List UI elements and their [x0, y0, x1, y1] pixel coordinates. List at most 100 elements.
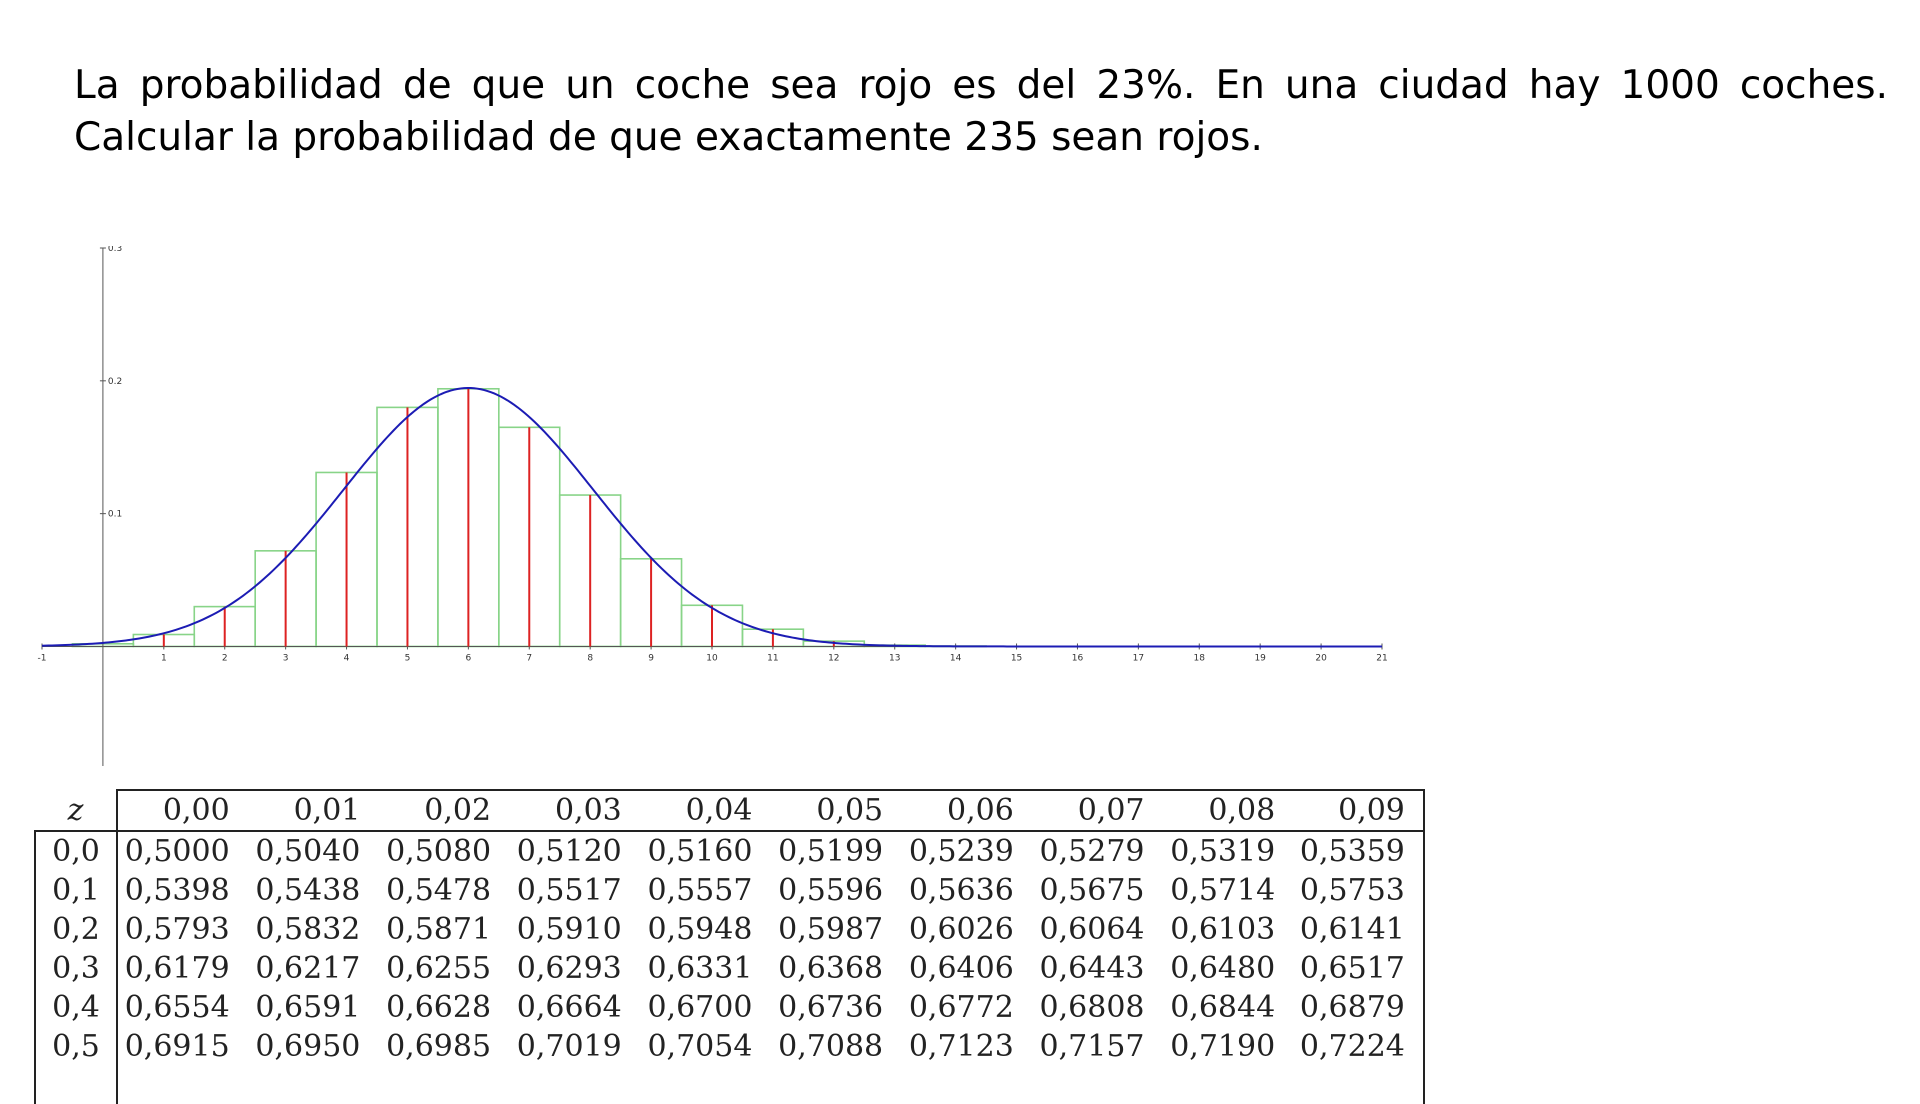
z-table-cell: 0,5160 [640, 831, 771, 871]
z-table-cell: 0,6141 [1293, 910, 1424, 949]
z-table-cell: 0,6879 [1293, 988, 1424, 1027]
z-table-cell: 0,5359 [1293, 831, 1424, 871]
z-table-cell: 0,7123 [901, 1027, 1032, 1066]
z-table-cell: 0,7224 [1293, 1027, 1424, 1066]
z-table-cell: 0,6664 [509, 988, 640, 1027]
z-table-cell: 0,6255 [378, 949, 509, 988]
z-table-cell: 0,5279 [1032, 831, 1163, 871]
z-table-cell: 0,5793 [117, 910, 248, 949]
z-table-cell: 0,6103 [1163, 910, 1294, 949]
z-table-cell: 0,5199 [770, 831, 901, 871]
z-table-cell: 0,6406 [901, 949, 1032, 988]
z-table-column-header: 0,06 [901, 790, 1032, 831]
x-tick-label: -1 [38, 653, 47, 663]
x-tick-label: 16 [1072, 653, 1084, 663]
z-table-cell: 0,7088 [770, 1027, 901, 1066]
z-table-cell: 0,6950 [248, 1027, 379, 1066]
z-table-cell: 0,5714 [1163, 871, 1294, 910]
x-tick-label: 10 [706, 653, 718, 663]
x-tick-label: 6 [465, 653, 471, 663]
y-tick-label: 0.1 [108, 510, 122, 520]
z-table-cell: 0,5517 [509, 871, 640, 910]
z-table-cell: 0,5910 [509, 910, 640, 949]
y-tick-label: 0.2 [108, 377, 122, 387]
x-tick-label: 14 [950, 653, 962, 663]
z-table-cell: 0,6808 [1032, 988, 1163, 1027]
z-table-cell: 0,6915 [117, 1027, 248, 1066]
z-table-cell: 0,6331 [640, 949, 771, 988]
z-table-continuation-row [35, 1066, 1424, 1104]
x-tick-label: 21 [1376, 653, 1387, 663]
z-table-cell: 0,5080 [378, 831, 509, 871]
x-tick-label: 2 [222, 653, 228, 663]
z-table-cell: 0,6368 [770, 949, 901, 988]
z-table-cell: 0,6554 [117, 988, 248, 1027]
z-table-cell: 0,5040 [248, 831, 379, 871]
z-table-row-header: 0,1 [35, 871, 117, 910]
z-column-label: z [35, 790, 117, 831]
z-table-cell: 0,6480 [1163, 949, 1294, 988]
z-table-cell: 0,5596 [770, 871, 901, 910]
z-table-column-header: 0,05 [770, 790, 901, 831]
z-table-cell: 0,5557 [640, 871, 771, 910]
problem-statement: La probabilidad de que un coche sea rojo… [74, 60, 1888, 164]
z-table-cell: 0,5438 [248, 871, 379, 910]
z-table-row-header: 0,4 [35, 988, 117, 1027]
z-table-cell: 0,6736 [770, 988, 901, 1027]
x-tick-label: 7 [526, 653, 532, 663]
z-table-cell: 0,5398 [117, 871, 248, 910]
x-tick-label: 20 [1315, 653, 1327, 663]
z-table-cell: 0,6517 [1293, 949, 1424, 988]
z-table-cell: 0,7019 [509, 1027, 640, 1066]
z-table-column-header: 0,07 [1032, 790, 1163, 831]
x-tick-label: 1 [161, 653, 167, 663]
z-table-cell: 0,5636 [901, 871, 1032, 910]
x-tick-label: 5 [405, 653, 411, 663]
x-tick-label: 9 [648, 653, 654, 663]
z-table-column-header: 0,08 [1163, 790, 1294, 831]
z-table-cell: 0,5832 [248, 910, 379, 949]
z-table-column-header: 0,09 [1293, 790, 1424, 831]
z-table-cell: 0,5239 [901, 831, 1032, 871]
z-table-cell: 0,5753 [1293, 871, 1424, 910]
z-table-cell: 0,7190 [1163, 1027, 1294, 1066]
z-table-cell: 0,6772 [901, 988, 1032, 1027]
x-tick-label: 11 [767, 653, 778, 663]
z-table-column-header: 0,01 [248, 790, 379, 831]
z-table-cell: 0,6179 [117, 949, 248, 988]
z-table-cell: 0,6026 [901, 910, 1032, 949]
z-table-column-header: 0,03 [509, 790, 640, 831]
x-tick-label: 19 [1254, 653, 1266, 663]
z-table-cell: 0,6591 [248, 988, 379, 1027]
z-table-cell: 0,6700 [640, 988, 771, 1027]
z-table-cell: 0,6985 [378, 1027, 509, 1066]
x-tick-label: 15 [1011, 653, 1022, 663]
x-tick-label: 8 [587, 653, 593, 663]
z-table-cell: 0,5675 [1032, 871, 1163, 910]
z-table-cell: 0,5871 [378, 910, 509, 949]
z-table-cell: 0,5948 [640, 910, 771, 949]
x-tick-label: 17 [1133, 653, 1144, 663]
x-tick-label: 13 [889, 653, 900, 663]
z-table-cell: 0,7157 [1032, 1027, 1163, 1066]
z-table-column-header: 0,02 [378, 790, 509, 831]
z-table-row-header: 0,0 [35, 831, 117, 871]
z-table-cell: 0,5319 [1163, 831, 1294, 871]
z-table-cell: 0,5987 [770, 910, 901, 949]
z-table-cell: 0,7054 [640, 1027, 771, 1066]
z-table-cell: 0,5000 [117, 831, 248, 871]
z-table-column-header: 0,00 [117, 790, 248, 831]
x-tick-label: 4 [344, 653, 350, 663]
z-table-cell: 0,6628 [378, 988, 509, 1027]
x-tick-label: 18 [1194, 653, 1206, 663]
y-tick-label: 0.3 [108, 246, 122, 254]
z-table-row-header: 0,5 [35, 1027, 117, 1066]
z-table-cell: 0,5120 [509, 831, 640, 871]
